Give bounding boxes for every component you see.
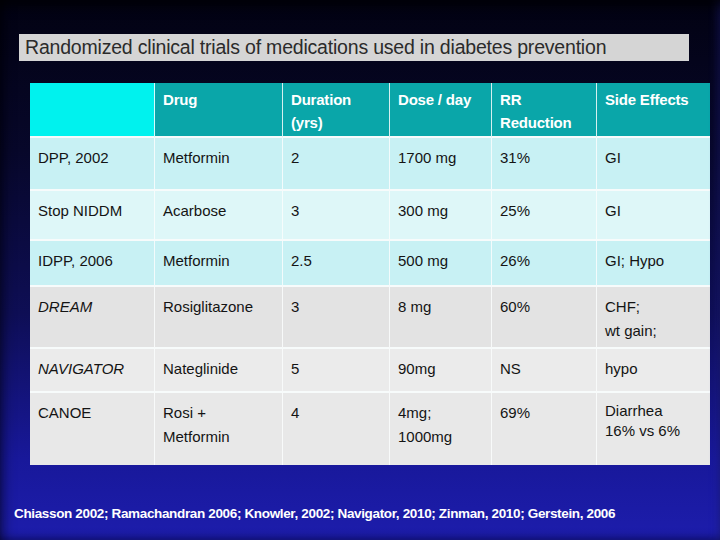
table-row-dpp: DPP, 2002 Metformin 2 1700 mg 31% GI (30, 138, 710, 191)
cell-trial: IDPP, 2006 (30, 241, 155, 287)
cell-drug: Rosi + Metformin (155, 393, 283, 465)
cell-trial: DPP, 2002 (30, 138, 155, 191)
cell-side-effects: GI (597, 138, 710, 191)
cell-dose: 300 mg (390, 191, 492, 241)
cell-rr: 31% (492, 138, 597, 191)
cell-drug: Rosiglitazone (155, 287, 283, 349)
column-header-trial (30, 83, 155, 138)
cell-drug: Metformin (155, 138, 283, 191)
cell-drug: Metformin (155, 241, 283, 287)
table-row-canoe: CANOE Rosi + Metformin 4 4mg; 1000mg 69%… (30, 393, 710, 465)
cell-side-effects: GI (597, 191, 710, 241)
cell-duration: 3 (283, 287, 390, 349)
cell-duration: 2 (283, 138, 390, 191)
trials-table: Drug Duration (yrs) Dose / day RR Reduct… (30, 83, 710, 465)
slide-title: Randomized clinical trials of medication… (19, 34, 689, 61)
table-row-dream: DREAM Rosiglitazone 3 8 mg 60% CHF; wt g… (30, 287, 710, 349)
cell-rr: 60% (492, 287, 597, 349)
column-header-drug: Drug (155, 83, 283, 138)
column-header-rr-reduction: RR Reduction (492, 83, 597, 138)
cell-side-effects: Diarrhea 16% vs 6% (597, 393, 710, 465)
cell-side-effects: hypo (597, 349, 710, 393)
table-body: DPP, 2002 Metformin 2 1700 mg 31% GI Sto… (30, 138, 710, 465)
column-header-side-effects: Side Effects (597, 83, 710, 138)
cell-side-effects: GI; Hypo (597, 241, 710, 287)
cell-trial: NAVIGATOR (30, 349, 155, 393)
cell-duration: 3 (283, 191, 390, 241)
cell-dose: 500 mg (390, 241, 492, 287)
table-row-stop-niddm: Stop NIDDM Acarbose 3 300 mg 25% GI (30, 191, 710, 241)
table-header: Drug Duration (yrs) Dose / day RR Reduct… (30, 83, 710, 138)
cell-drug: Acarbose (155, 191, 283, 241)
cell-trial: Stop NIDDM (30, 191, 155, 241)
cell-trial: CANOE (30, 393, 155, 465)
cell-duration: 5 (283, 349, 390, 393)
cell-rr: 25% (492, 191, 597, 241)
cell-trial: DREAM (30, 287, 155, 349)
cell-rr: NS (492, 349, 597, 393)
slide: Randomized clinical trials of medication… (0, 0, 720, 540)
cell-rr: 26% (492, 241, 597, 287)
cell-dose: 90mg (390, 349, 492, 393)
column-header-dose: Dose / day (390, 83, 492, 138)
table-row-idpp: IDPP, 2006 Metformin 2.5 500 mg 26% GI; … (30, 241, 710, 287)
cell-rr: 69% (492, 393, 597, 465)
cell-dose: 4mg; 1000mg (390, 393, 492, 465)
cell-dose: 8 mg (390, 287, 492, 349)
table-row-navigator: NAVIGATOR Nateglinide 5 90mg NS hypo (30, 349, 710, 393)
citation-footer: Chiasson 2002; Ramachandran 2006; Knowle… (14, 506, 615, 521)
column-header-duration: Duration (yrs) (283, 83, 390, 138)
cell-duration: 2.5 (283, 241, 390, 287)
cell-duration: 4 (283, 393, 390, 465)
cell-dose: 1700 mg (390, 138, 492, 191)
cell-drug: Nateglinide (155, 349, 283, 393)
cell-side-effects: CHF; wt gain; (597, 287, 710, 349)
header-row: Drug Duration (yrs) Dose / day RR Reduct… (30, 83, 710, 138)
